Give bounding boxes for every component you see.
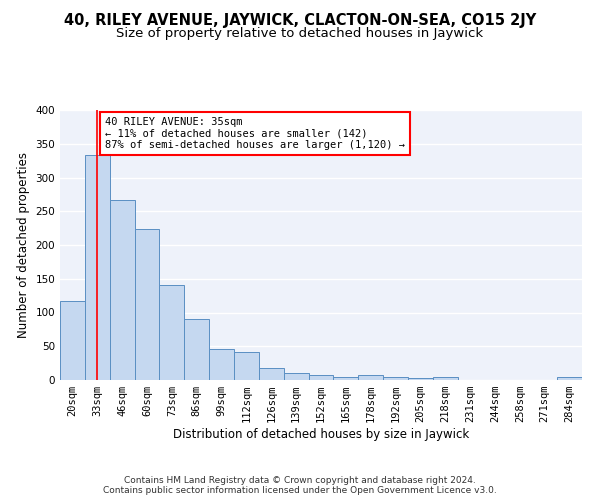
Bar	[85, 155, 110, 380]
Bar	[383, 376, 408, 380]
Text: 40 RILEY AVENUE: 35sqm
← 11% of detached houses are smaller (142)
87% of semi-de: 40 RILEY AVENUE: 35sqm ← 11% of detached…	[105, 116, 405, 150]
Bar	[110, 200, 134, 380]
Bar	[234, 352, 259, 380]
Y-axis label: Number of detached properties: Number of detached properties	[17, 152, 30, 338]
Bar	[134, 230, 160, 380]
Bar	[358, 376, 383, 380]
Bar	[160, 285, 184, 380]
Bar	[433, 378, 458, 380]
Bar	[334, 376, 358, 380]
Bar	[408, 378, 433, 380]
Text: Contains HM Land Registry data © Crown copyright and database right 2024.
Contai: Contains HM Land Registry data © Crown c…	[103, 476, 497, 495]
Bar	[308, 376, 334, 380]
X-axis label: Distribution of detached houses by size in Jaywick: Distribution of detached houses by size …	[173, 428, 469, 441]
Bar	[209, 349, 234, 380]
Text: Size of property relative to detached houses in Jaywick: Size of property relative to detached ho…	[116, 28, 484, 40]
Text: 40, RILEY AVENUE, JAYWICK, CLACTON-ON-SEA, CO15 2JY: 40, RILEY AVENUE, JAYWICK, CLACTON-ON-SE…	[64, 12, 536, 28]
Bar	[184, 320, 209, 380]
Bar	[259, 368, 284, 380]
Bar	[557, 376, 582, 380]
Bar	[284, 373, 308, 380]
Bar	[60, 301, 85, 380]
